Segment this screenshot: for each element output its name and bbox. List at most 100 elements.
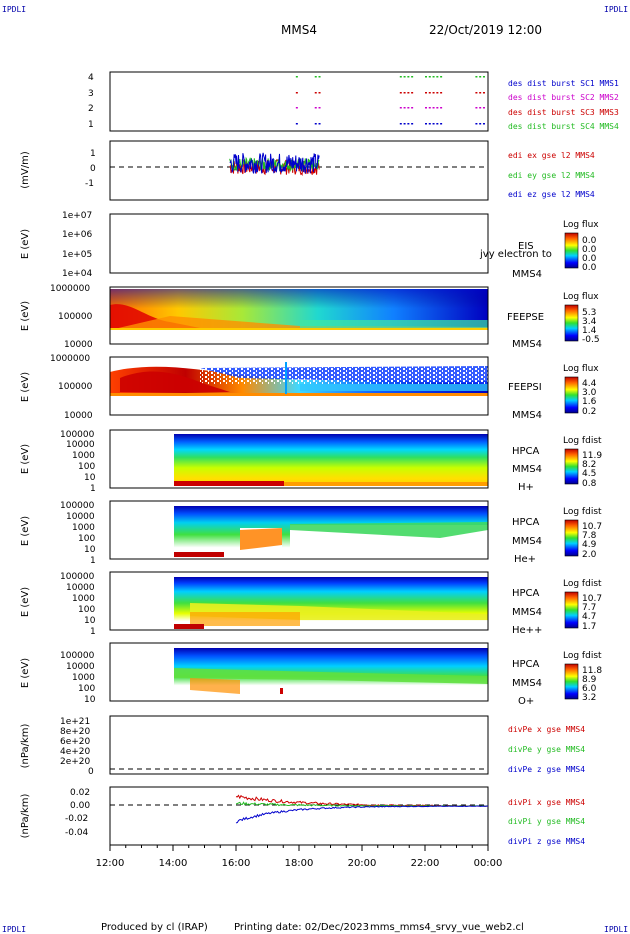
corner-mark-bottom-left: IPDLI [2,925,26,934]
hpca-he2-ytick-2: 1000 [72,594,95,604]
hpca-he-colorbar [564,519,579,557]
footer-produced-by: Produced by cl (IRAP) [101,922,208,933]
eis-cbtick-0: 0.0 [582,236,597,246]
hpca-he2-cbtick-2: 4.7 [582,612,596,622]
panel-edi: 1 0 -1 (mV/m) edi ex gse l2 MMS4 edi ey … [20,140,595,201]
burst-mark [403,107,406,109]
eis-spacecraft: MMS4 [512,269,542,280]
eis-ytick-3: 1e+04 [62,269,93,279]
hpca-he-instrument: HPCA [512,517,540,528]
burst-mark [432,92,435,94]
x-tick-label-1600: 16:00 [222,858,251,869]
feepsi-instrument: FEEPSI [508,382,542,393]
eis-cbtick-1: 0.0 [582,245,597,255]
eis-ylabel: E (eV) [20,229,31,259]
burst-mark [295,76,298,78]
feepsi-ytick-0: 1000000 [50,354,90,364]
burst-mark [479,92,482,94]
hpca-o-ytick-0: 100000 [60,651,95,661]
footer-printing-date: Printing date: 02/Dec/2023 [234,922,369,933]
feepse-instrument: FEEPSE [507,312,544,323]
burst-mark [314,92,317,94]
panel-hpca-he2: 100000 10000 1000 100 10 1 E (eV) HPCA M… [20,571,602,637]
divpe-frame [109,715,489,775]
burst-mark [482,123,485,125]
feepse-spacecraft: MMS4 [512,339,542,350]
divpi-legend-z: divPi z gse MMS4 [508,837,585,846]
edi-ytick-0: 0 [90,164,96,174]
burst-mark [482,107,485,109]
eis-colorbar-title: Log flux [563,220,599,230]
feepsi-ytick-1: 100000 [58,382,93,392]
hpca-he2-ytick-1: 10000 [66,583,95,593]
burst-mark [295,92,298,94]
burst-mark [411,123,414,125]
feepsi-colorbar [564,376,579,414]
hpca-h-colorbar [564,448,579,485]
hpca-he-ytick-0: 100000 [60,501,95,511]
burst-mark [436,76,439,78]
burst-mark [475,76,478,78]
feepse-cbtick-0: 5.3 [582,308,596,318]
divpe-ytick-5: 0 [88,767,94,777]
hpca-he2-cbtick-1: 7.7 [582,603,596,613]
burst-mark [425,92,427,94]
burst-mark [399,107,402,109]
x-tick-label-1800: 18:00 [285,858,314,869]
hpca-o-ytick-2: 1000 [72,673,95,683]
hpca-he2-ytick-0: 100000 [60,572,95,582]
burst-mark [440,92,443,94]
eis-instrument: EIS [518,241,534,252]
eis-colorbar [564,232,579,269]
panel-burst-frame [109,71,489,132]
hpca-o-species: O+ [518,696,534,707]
divpi-ytick-1: 0.00 [70,801,90,811]
hpca-h-ytick-3: 100 [78,462,95,472]
hpca-o-green-tail [174,668,488,684]
hpca-o-colorbar-title: Log fdist [563,651,602,661]
burst-mark [436,107,439,109]
burst-mark [428,107,431,109]
hpca-o-red-blip [280,688,283,694]
burst-mark [432,76,435,78]
burst-mark [407,123,410,125]
burst-ytick-4: 4 [88,73,94,83]
burst-mark [295,107,298,109]
x-tick-label-2200: 22:00 [411,858,440,869]
feepse-cbtick-1: 3.4 [582,317,597,327]
burst-mark [314,123,317,125]
burst-mark [407,92,410,94]
burst-legend-sc1: des dist burst SC1 MMS1 [508,79,619,88]
burst-legend-sc2: des dist burst SC2 MMS2 [508,93,619,102]
burst-mark [399,123,402,125]
hpca-o-ytick-4: 10 [84,695,96,705]
burst-mark [475,107,478,109]
hpca-he-colorbar-title: Log fdist [563,507,602,517]
burst-mark [411,107,414,109]
eis-ytick-1: 1e+06 [62,230,93,240]
hpca-he2-ytick-3: 100 [78,605,95,615]
feepsi-band-cyan [300,384,488,391]
feepse-lowenergy-hot [110,304,200,328]
feepse-ytick-1: 100000 [58,312,93,322]
eis-cbtick-2: 0.0 [582,254,597,264]
divpi-z-trace [235,805,489,824]
hpca-he-lowenergy-red [174,552,224,557]
burst-mark [407,76,410,78]
burst-mark [318,92,321,94]
burst-mark [436,92,439,94]
hpca-he2-spacecraft: MMS4 [512,607,542,618]
hpca-he2-instrument: HPCA [512,588,540,599]
feepsi-ytick-2: 10000 [64,411,93,421]
feepsi-cbtick-0: 4.4 [582,379,597,389]
hpca-h-cbtick-1: 8.2 [582,460,596,470]
eis-ytick-2: 1e+05 [62,250,92,260]
burst-mark [479,123,482,125]
x-tick-label-1400: 14:00 [159,858,188,869]
hpca-o-instrument: HPCA [512,659,540,670]
panel-divpe: 1e+21 8e+20 6e+20 4e+20 2e+20 0 (nPa/km)… [20,715,585,777]
hpca-he-cbtick-3: 2.0 [582,550,597,560]
feepsi-spacecraft: MMS4 [512,410,542,421]
hpca-he-ytick-3: 100 [78,534,95,544]
feepsi-hot-core [120,371,230,392]
